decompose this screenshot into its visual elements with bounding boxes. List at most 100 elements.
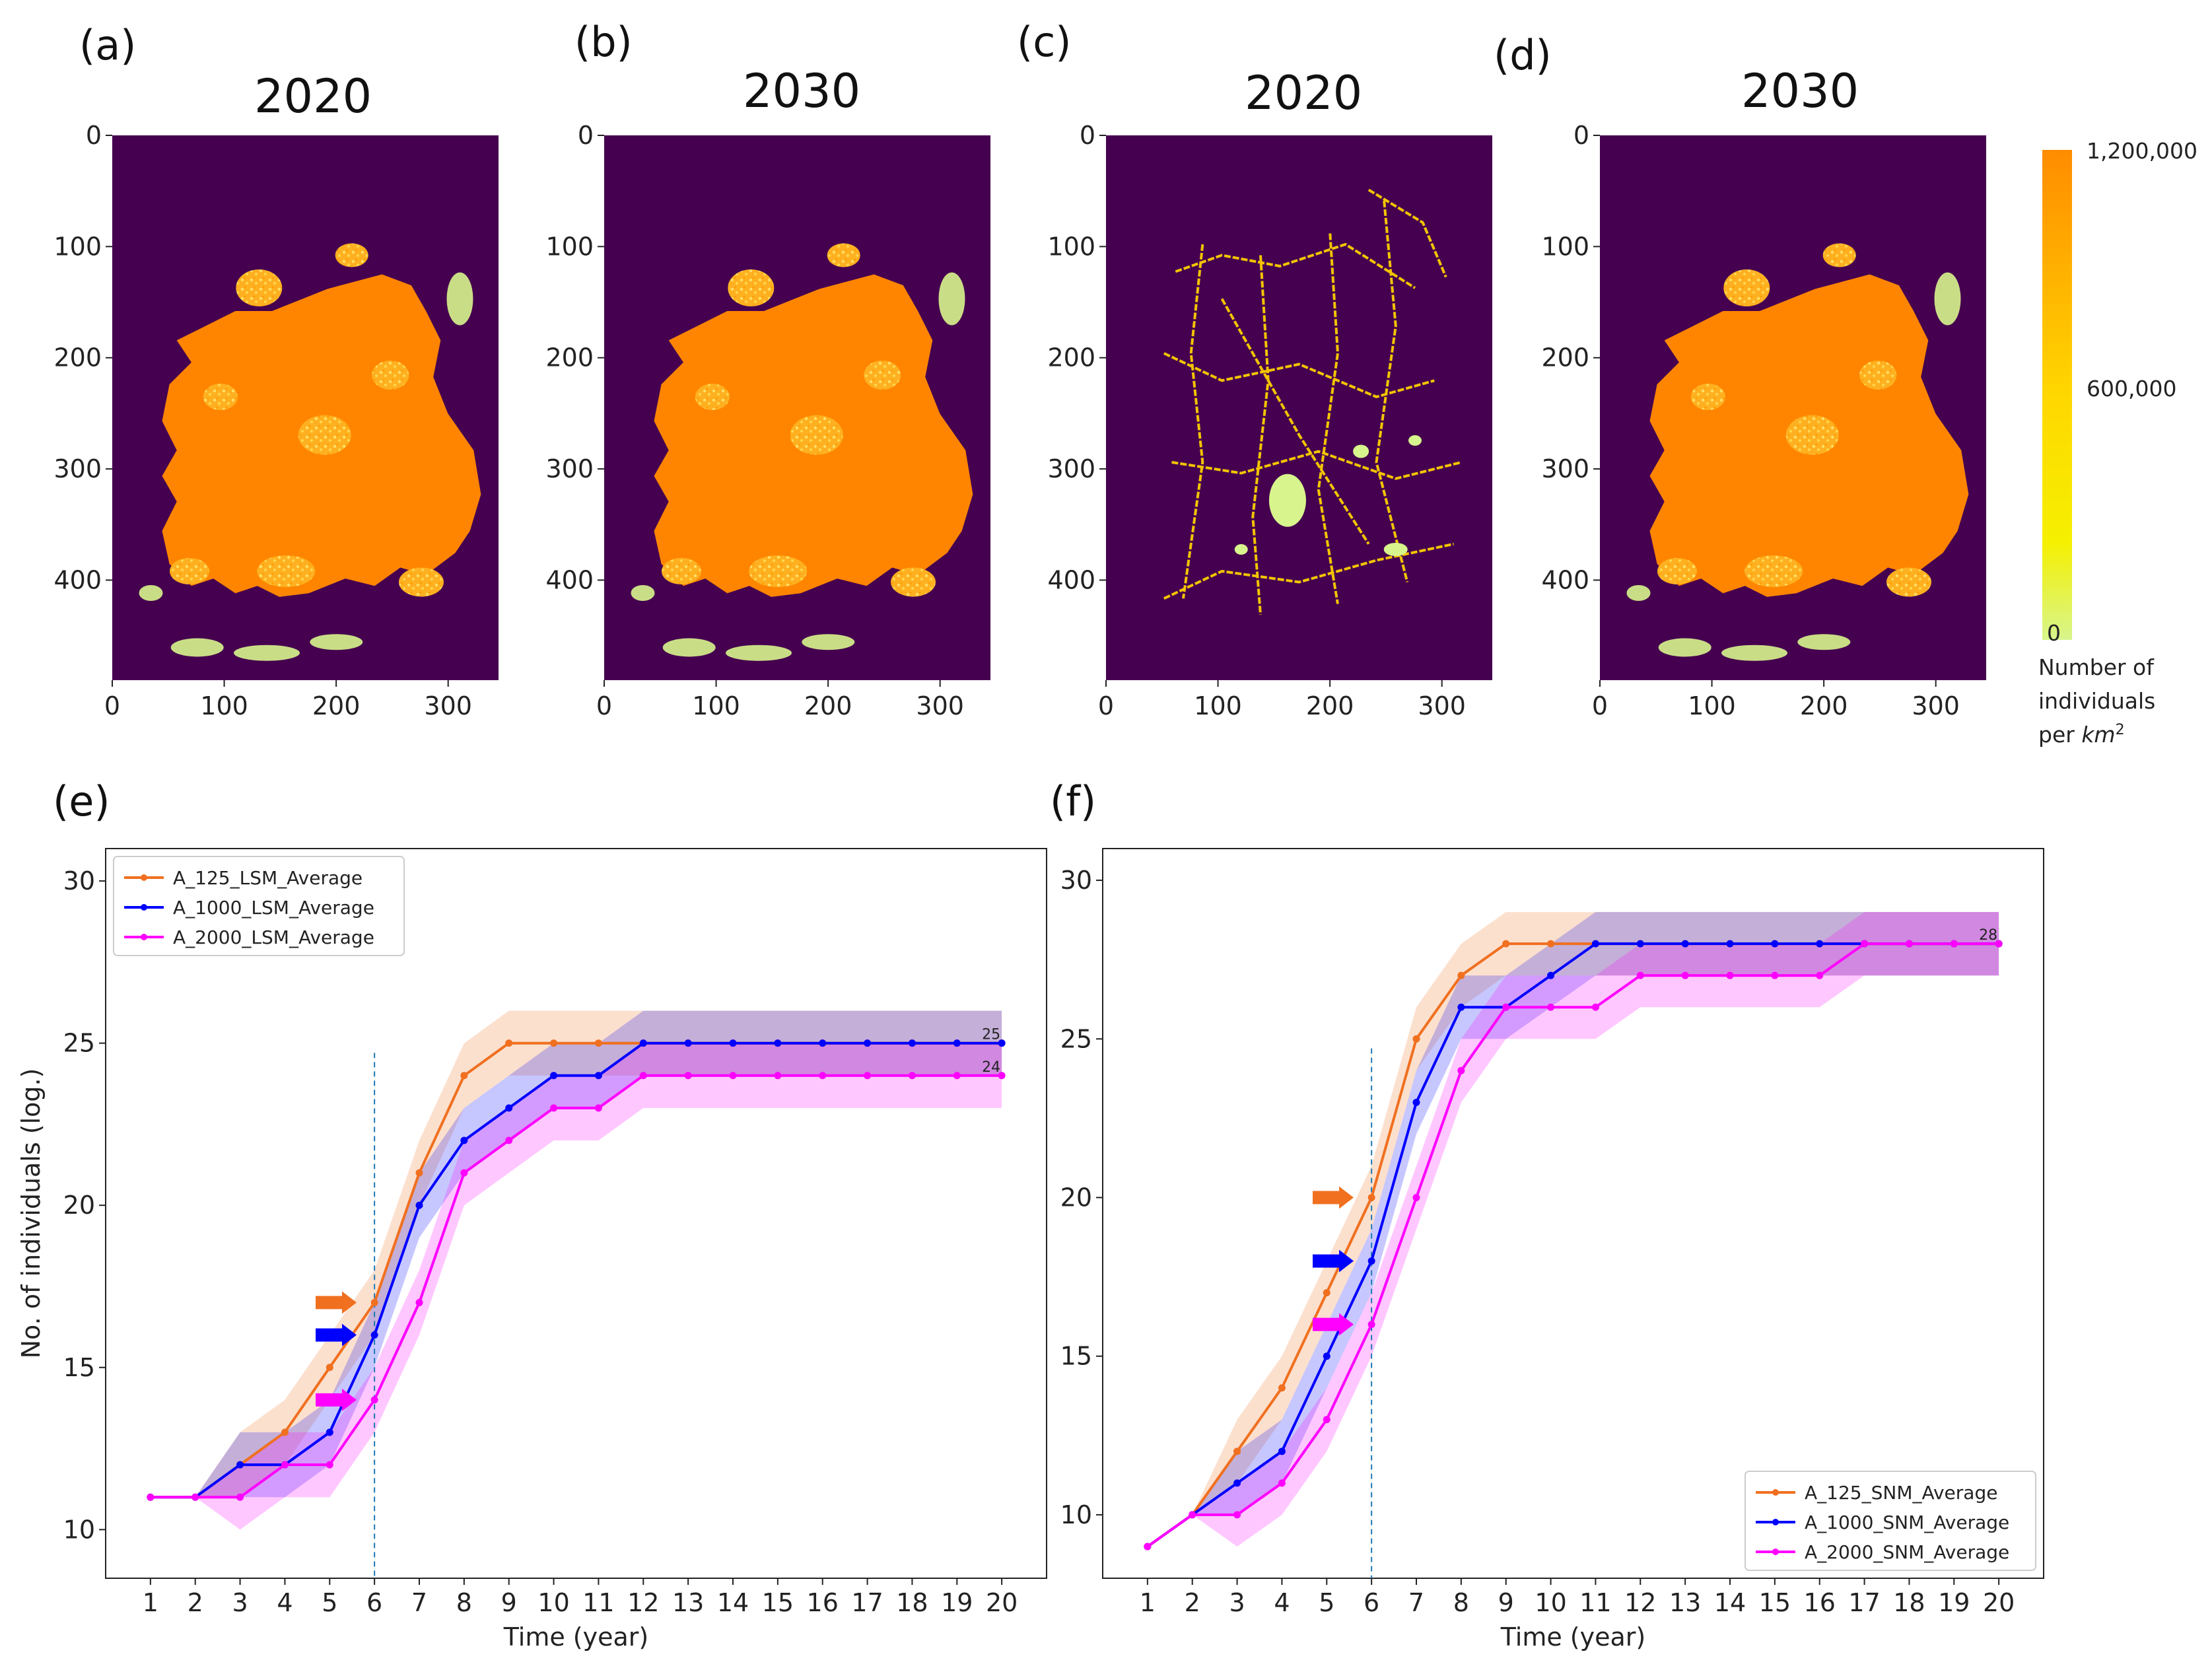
map-x-tick-label: 300 (1912, 691, 1960, 720)
point-A_1000_SNM_Average (1771, 940, 1779, 948)
y-tick-label: 25 (63, 1029, 95, 1058)
coastal-fringe (1626, 585, 1651, 601)
low-density-patch (749, 555, 808, 587)
panel-label-b: (b) (574, 18, 633, 66)
point-A_2000_SNM_Average (1502, 1003, 1510, 1011)
x-tick-label: 15 (762, 1588, 794, 1617)
coastal-fringe (310, 634, 363, 650)
point-A_2000_SNM_Average (1861, 940, 1869, 948)
x-tick-label: 6 (1364, 1588, 1379, 1617)
map-x-tick-label: 100 (200, 691, 248, 720)
point-A_1000_LSM_Average (550, 1072, 558, 1080)
y-tick-label: 15 (63, 1353, 95, 1382)
low-density-patch (1657, 558, 1697, 584)
point-A_2000_LSM_Average (639, 1072, 647, 1080)
dispersal-path (1171, 450, 1462, 480)
map-y-tick-label: 300 (1541, 454, 1589, 483)
low-density-patch (728, 269, 775, 306)
point-A_2000_LSM_Average (550, 1104, 558, 1112)
x-tick-label: 18 (896, 1588, 928, 1617)
band-A_125_LSM_Average (150, 1010, 1002, 1498)
point-A_2000_SNM_Average (1591, 1003, 1599, 1011)
point-A_1000_LSM_Average (415, 1201, 423, 1209)
legend-entry: A_125_SNM_Average (1805, 1482, 1997, 1504)
y-tick-label: 20 (63, 1191, 95, 1220)
point-A_1000_SNM_Average (1816, 940, 1824, 948)
y-axis-label: No. of individuals (log.) (17, 1068, 46, 1359)
point-A_1000_LSM_Average (864, 1039, 872, 1047)
x-tick-label: 3 (1229, 1588, 1245, 1617)
x-tick-label: 9 (1498, 1588, 1514, 1617)
point-A_1000_SNM_Average (1233, 1479, 1241, 1487)
dispersal-path (1375, 200, 1409, 582)
dispersal-path (1175, 243, 1416, 289)
x-tick-label: 4 (1274, 1588, 1290, 1617)
line-A_2000_LSM_Average (150, 1074, 1002, 1499)
legend: A_125_SNM_Average A_1000_SNM_Average A_200… (1745, 1471, 2036, 1571)
point-A_1000_SNM_Average (1323, 1352, 1331, 1360)
panel-label-a: (a) (79, 21, 136, 69)
low-density-patch (1785, 415, 1839, 455)
map-x-tick-label: 300 (1418, 691, 1466, 720)
point-A_1000_LSM_Average (684, 1039, 692, 1047)
point-A_125_LSM_Average (460, 1072, 468, 1080)
legend-marker (141, 904, 147, 911)
point-A_2000_LSM_Average (594, 1104, 602, 1112)
band-A_125_SNM_Average (1147, 912, 1999, 1547)
colorbar-caption-line2: individuals (2038, 688, 2155, 714)
map-x-tick-label: 200 (1306, 691, 1354, 720)
point-A_2000_LSM_Average (774, 1072, 782, 1080)
x-tick-label: 8 (456, 1588, 472, 1617)
panel-label-e: (e) (53, 777, 110, 825)
legend-box (1745, 1471, 2036, 1571)
x-tick-label: 10 (1535, 1588, 1566, 1617)
x-axis-label: Time (year) (1500, 1622, 1646, 1652)
point-A_1000_LSM_Average (326, 1428, 333, 1436)
map-x-tick-label: 200 (312, 691, 361, 720)
map-x-tick-label: 0 (596, 691, 612, 720)
occupied-patch (1353, 444, 1369, 458)
point-A_2000_LSM_Average (864, 1072, 872, 1080)
coastal-fringe (1658, 638, 1711, 657)
legend-entry: A_1000_LSM_Average (173, 897, 374, 919)
coastal-fringe (662, 638, 716, 657)
low-density-patch (1690, 384, 1725, 410)
low-density-patch (335, 243, 368, 267)
dispersal-path (1220, 298, 1370, 545)
low-density-patch (236, 269, 283, 306)
point-A_125_LSM_Average (415, 1169, 423, 1177)
plot-area (105, 848, 1047, 1579)
low-density-patch (790, 415, 843, 455)
legend-box (113, 856, 405, 956)
point-A_1000_SNM_Average (1457, 1003, 1465, 1011)
x-tick-label: 19 (941, 1588, 973, 1617)
point-A_125_LSM_Average (594, 1039, 602, 1047)
map-y-tick-label: 400 (1047, 565, 1095, 594)
point-A_125_SNM_Average (1547, 940, 1555, 948)
map-y-tick-label: 100 (1047, 232, 1095, 261)
dispersal-path (1317, 233, 1339, 604)
occupied-patch (1408, 435, 1422, 446)
band-A_1000_LSM_Average (150, 1010, 1002, 1498)
point-A_2000_SNM_Average (1636, 971, 1644, 979)
point-A_2000_LSM_Average (370, 1396, 378, 1404)
point-A_1000_SNM_Average (1367, 1257, 1375, 1265)
x-tick-label: 8 (1453, 1588, 1469, 1617)
low-density-patch (257, 555, 316, 587)
map-y-tick-label: 200 (1047, 343, 1095, 372)
map-background (1106, 135, 1492, 680)
map-y-tick-label: 0 (86, 121, 102, 150)
coastal-fringe (1934, 272, 1961, 326)
x-tick-label: 16 (807, 1588, 839, 1617)
point-A_125_SNM_Average (1367, 1193, 1375, 1201)
x-tick-label: 14 (717, 1588, 749, 1617)
point-A_1000_SNM_Average (1591, 940, 1599, 948)
point-A_2000_LSM_Average (281, 1461, 289, 1469)
point-A_125_LSM_Average (370, 1299, 378, 1307)
x-tick-label: 12 (627, 1588, 659, 1617)
point-A_2000_LSM_Average (147, 1493, 155, 1501)
point-A_1000_SNM_Average (1636, 940, 1644, 948)
map-y-tick-label: 100 (545, 232, 594, 261)
legend-marker (1772, 1519, 1779, 1525)
point-A_2000_LSM_Average (684, 1072, 692, 1080)
